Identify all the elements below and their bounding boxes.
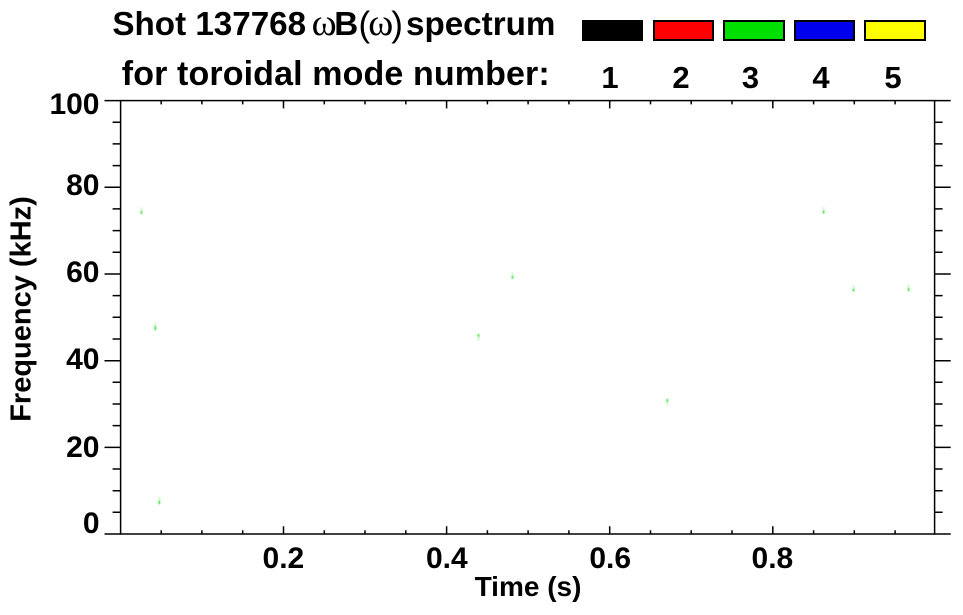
svg-text:): ): [391, 5, 403, 44]
svg-text:B: B: [334, 6, 358, 43]
svg-text:(: (: [359, 5, 371, 44]
svg-text:ω: ω: [312, 2, 337, 44]
svg-text:ω: ω: [368, 2, 393, 44]
svg-text:spectrum: spectrum: [406, 6, 555, 43]
svg-text:Shot 137768: Shot 137768: [112, 6, 306, 43]
